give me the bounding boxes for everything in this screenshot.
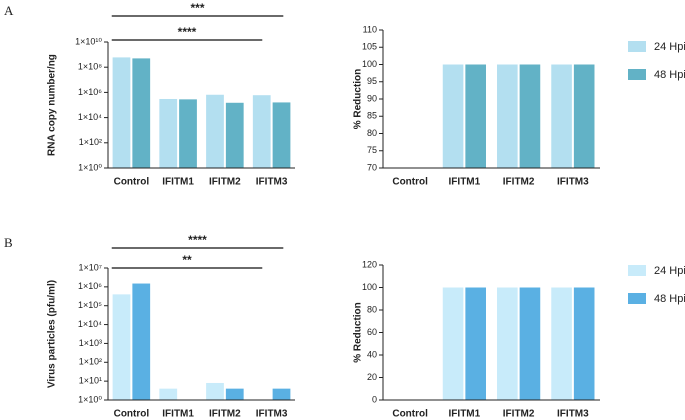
- y-tick-label: 60: [367, 327, 377, 337]
- x-tick-label: IFITM2: [209, 409, 241, 420]
- bar: [159, 98, 178, 168]
- y-tick-label: 1×10³: [79, 338, 102, 348]
- y-tick-label: 1×10⁵: [78, 300, 102, 310]
- bar: [132, 58, 151, 168]
- significance-label: **: [182, 253, 192, 267]
- x-tick-label: Control: [114, 409, 150, 420]
- significance-label: ****: [188, 233, 207, 247]
- y-tick-label: 1×10²: [79, 357, 102, 367]
- y-tick-label: 1×10⁴: [78, 112, 102, 122]
- bar: [272, 102, 291, 168]
- significance-label: ***: [191, 1, 205, 15]
- x-tick-label: Control: [392, 177, 428, 188]
- x-tick-label: IFITM1: [162, 409, 194, 420]
- y-tick-label: 1×10⁸: [78, 62, 102, 72]
- y-tick-label: 100: [362, 59, 377, 69]
- bar: [573, 64, 595, 168]
- x-tick-label: IFITM3: [256, 409, 288, 420]
- x-tick-label: IFITM1: [449, 409, 481, 420]
- y-tick-label: 0: [372, 394, 377, 404]
- bar: [442, 64, 464, 168]
- legend-label: 24 Hpi: [654, 265, 685, 277]
- y-tick-label: 75: [367, 145, 377, 155]
- bar: [465, 64, 486, 168]
- legend-label: 48 Hpi: [654, 293, 685, 305]
- legend-swatch: [628, 41, 646, 52]
- y-tick-label: 70: [367, 162, 377, 172]
- bar: [272, 388, 291, 400]
- panel-label: A: [4, 3, 14, 18]
- y-tick-label: 85: [367, 111, 377, 121]
- bar: [159, 388, 178, 400]
- bar: [389, 168, 410, 410]
- x-tick-label: IFITM3: [557, 177, 589, 188]
- bar: [519, 64, 541, 168]
- bar: [206, 382, 224, 400]
- x-tick-label: IFITM3: [557, 409, 589, 420]
- bar: [112, 294, 131, 400]
- y-tick-label: 90: [367, 93, 377, 103]
- y-tick-label: 80: [367, 128, 377, 138]
- bar: [551, 287, 572, 400]
- legend-swatch: [628, 265, 646, 276]
- bar: [497, 64, 518, 168]
- bar: [573, 287, 595, 400]
- legend-swatch: [628, 69, 646, 80]
- bar: [442, 287, 464, 400]
- y-tick-label: 110: [363, 24, 377, 34]
- x-tick-label: IFITM3: [256, 177, 288, 188]
- x-tick-label: IFITM2: [503, 177, 535, 188]
- x-tick-label: Control: [392, 409, 428, 420]
- y-tick-label: 1×10⁷: [78, 262, 102, 272]
- y-axis-label: % Reduction: [353, 302, 364, 363]
- panel-label: B: [4, 235, 13, 250]
- x-tick-label: IFITM2: [209, 177, 241, 188]
- y-tick-label: 1×10⁶: [78, 281, 102, 291]
- bar: [225, 102, 244, 168]
- y-axis-label: Virus particles (pfu/ml): [47, 280, 58, 388]
- y-tick-label: 1×10⁴: [78, 319, 102, 329]
- y-axis-label: RNA copy number/ng: [47, 54, 58, 156]
- y-tick-label: 40: [367, 349, 377, 359]
- y-tick-label: 120: [362, 259, 377, 269]
- y-tick-label: 1×10⁶: [78, 87, 102, 97]
- bar: [411, 168, 432, 410]
- y-tick-label: 1×10¹⁰: [75, 36, 102, 46]
- y-tick-label: 95: [367, 76, 377, 86]
- legend-swatch: [628, 293, 646, 304]
- x-tick-label: IFITM1: [162, 177, 194, 188]
- y-tick-label: 1×10⁰: [78, 162, 102, 172]
- y-tick-label: 20: [367, 372, 377, 382]
- bar: [112, 57, 131, 168]
- bar: [519, 287, 541, 400]
- y-tick-label: 1×10²: [79, 137, 102, 147]
- legend-label: 24 Hpi: [654, 41, 685, 53]
- bar: [132, 283, 151, 400]
- bar: [225, 388, 244, 400]
- significance-label: ****: [178, 25, 197, 39]
- x-tick-label: IFITM2: [503, 409, 535, 420]
- bar: [465, 287, 486, 400]
- x-tick-label: Control: [114, 177, 150, 188]
- bar: [206, 94, 224, 168]
- bar: [497, 287, 518, 400]
- y-tick-label: 105: [362, 42, 377, 52]
- bar: [252, 95, 271, 168]
- y-tick-label: 100: [362, 282, 377, 292]
- y-axis-label: % Reduction: [353, 69, 364, 130]
- x-tick-label: IFITM1: [449, 177, 481, 188]
- y-tick-label: 1×10¹: [79, 376, 102, 386]
- legend-label: 48 Hpi: [654, 69, 685, 81]
- y-tick-label: 80: [367, 304, 377, 314]
- bar: [179, 99, 197, 168]
- bar: [551, 64, 572, 168]
- y-tick-label: 1×10⁰: [78, 394, 102, 404]
